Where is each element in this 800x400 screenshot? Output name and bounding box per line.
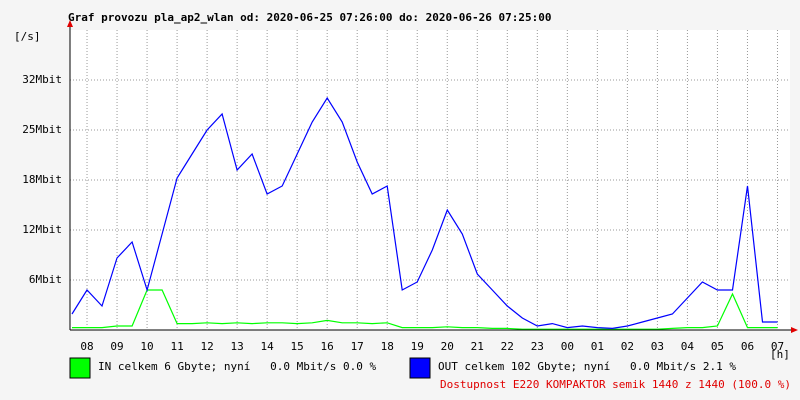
x-tick-label: 09 (110, 340, 123, 353)
availability: Dostupnost E220 KOMPAKTOR semik 1440 z 1… (440, 378, 791, 391)
x-tick-label: 17 (351, 340, 364, 353)
legend-swatch (69, 357, 91, 379)
x-tick-label: 02 (621, 340, 634, 353)
x-tick-label: 08 (80, 340, 93, 353)
legend-swatch (409, 357, 431, 379)
series-line (71, 96, 778, 330)
x-tick-label: 16 (321, 340, 334, 353)
y-axis-label: [/s] (14, 30, 41, 43)
x-tick-label: 03 (651, 340, 664, 353)
x-tick-label: 13 (230, 340, 243, 353)
x-tick-label: 11 (170, 340, 183, 353)
x-tick-label: 07 (771, 340, 784, 353)
x-tick-label: 05 (711, 340, 724, 353)
series-line (72, 289, 778, 330)
y-arrow (67, 20, 73, 27)
x-arrow (791, 327, 798, 333)
x-tick-label: 01 (591, 340, 604, 353)
x-axis-label: [h] (770, 348, 790, 361)
x-tick-label: 22 (501, 340, 514, 353)
x-tick-label: 10 (140, 340, 153, 353)
y-tick-label: 12Mbit (22, 223, 62, 236)
lines (71, 96, 778, 330)
y-tick-label: 25Mbit (22, 123, 62, 136)
legend-label: IN celkem 6 Gbyte; nyní 0.0 Mbit/s 0.0 % (98, 360, 377, 373)
legend-label: OUT celkem 102 Gbyte; nyní 0.0 Mbit/s 2.… (438, 360, 736, 373)
x-tick-label: 15 (291, 340, 304, 353)
chart-title: Graf provozu pla_ap2_wlan od: 2020-06-25… (68, 11, 551, 24)
x-tick-label: 23 (531, 340, 544, 353)
x-tick-label: 14 (261, 340, 275, 353)
y-tick-label: 18Mbit (22, 173, 62, 186)
y-tick-label: 6Mbit (29, 273, 62, 286)
x-tick-label: 18 (381, 340, 394, 353)
x-tick-label: 04 (681, 340, 695, 353)
y-tick-label: 32Mbit (22, 73, 62, 86)
grid (70, 30, 790, 330)
x-tick-label: 21 (471, 340, 484, 353)
x-tick-label: 00 (561, 340, 574, 353)
x-tick-label: 19 (411, 340, 424, 353)
x-tick-label: 06 (741, 340, 754, 353)
x-tick-label: 20 (441, 340, 454, 353)
x-tick-label: 12 (200, 340, 213, 353)
